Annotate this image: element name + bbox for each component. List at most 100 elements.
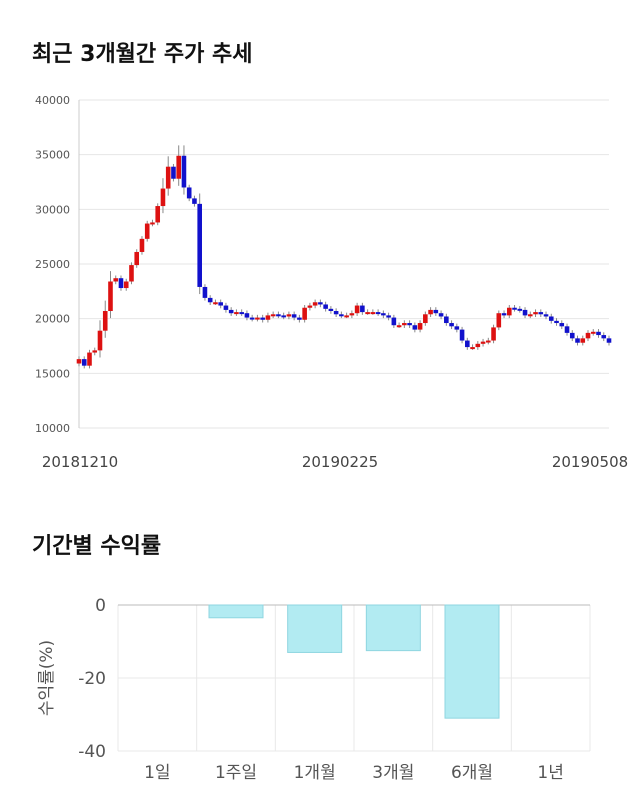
candle-body: [333, 311, 339, 315]
candle-body: [108, 281, 113, 312]
candle-body: [281, 315, 286, 318]
y-tick-label: 40000: [35, 94, 70, 107]
candle-body: [417, 323, 423, 330]
candle-body: [444, 316, 449, 324]
candle-body: [386, 315, 391, 318]
candle-body: [564, 326, 570, 333]
candle-body: [76, 359, 82, 364]
price-trend-title: 최근 3개월간 주가 추세: [32, 42, 253, 67]
candle-body: [207, 297, 213, 303]
candle-body: [260, 317, 265, 320]
candle-body: [118, 278, 124, 289]
candle-body: [543, 314, 549, 317]
candle-body: [171, 166, 176, 179]
candle-body: [575, 338, 580, 343]
candle-body: [87, 352, 92, 366]
candle-body: [228, 309, 234, 314]
candle-body: [92, 350, 98, 353]
candle-body: [375, 312, 381, 315]
candle-body: [102, 311, 108, 331]
candle-body: [150, 222, 155, 225]
candle-body: [134, 251, 140, 266]
x-tick-label: 20190508: [552, 453, 628, 471]
candle-body: [291, 314, 297, 318]
candle-body: [176, 155, 182, 179]
candle-body: [370, 312, 376, 315]
candle-body: [354, 305, 360, 314]
candle-body: [391, 317, 397, 326]
x-tick-label: 20190225: [302, 453, 378, 471]
candle-body: [344, 315, 349, 318]
y-tick-label: 15000: [35, 367, 70, 380]
candle-body: [522, 309, 528, 316]
candle-body: [255, 317, 260, 320]
candle-body: [312, 302, 318, 306]
candle-body: [548, 316, 554, 321]
x-tick-label: 20181210: [42, 453, 118, 471]
candle-body: [486, 340, 491, 343]
candle-body: [307, 305, 313, 308]
x-tick-label: 6개월: [451, 763, 493, 783]
candle-body: [428, 309, 433, 315]
candle-body: [302, 307, 307, 320]
candle-body: [365, 312, 370, 315]
candle-body: [496, 313, 502, 328]
candle-body: [360, 305, 365, 313]
candle-body: [527, 314, 533, 317]
candle-body: [239, 312, 244, 315]
return-title: 기간별 수익률: [32, 534, 162, 559]
candle-body: [381, 313, 386, 316]
candle-body: [412, 325, 418, 330]
candle-body: [580, 338, 586, 343]
return-bar: [208, 604, 264, 619]
candle-body: [475, 343, 481, 348]
candle-body: [297, 317, 302, 320]
candle-body: [349, 313, 355, 316]
candle-body: [192, 198, 197, 204]
return-bar: [365, 604, 421, 652]
candle-body: [113, 278, 119, 282]
candle-body: [465, 340, 470, 348]
price-trend-chart: 10000 15000 20000 25000 30000 35000 40000 20181…: [35, 94, 628, 471]
candle-body: [223, 305, 229, 310]
y-tick-label: 0: [95, 596, 106, 616]
candle-body: [213, 302, 218, 305]
y-tick-label: 35000: [35, 149, 70, 162]
x-tick-label: 1주일: [215, 763, 257, 783]
y-tick-label: 20000: [35, 313, 70, 326]
candle-body: [81, 359, 87, 366]
candle-body: [533, 312, 538, 315]
candle-body: [559, 323, 565, 327]
y-tick-label: -20: [78, 669, 106, 689]
candle-body: [323, 304, 328, 309]
candle-body: [144, 223, 150, 239]
candle-body: [506, 307, 512, 316]
candle-body: [270, 314, 276, 317]
candle-body: [276, 314, 281, 317]
candle-body: [501, 313, 507, 316]
candle-body: [318, 302, 323, 305]
candle-body: [129, 265, 134, 282]
candle-body: [538, 312, 544, 315]
candle-body: [218, 302, 223, 306]
y-tick-label: 10000: [35, 422, 70, 435]
candle-body: [165, 166, 171, 189]
candle-body: [265, 315, 271, 320]
candle-body: [328, 308, 334, 312]
candle-body: [601, 335, 607, 339]
y-tick-label: 30000: [35, 203, 70, 216]
candle-body: [155, 206, 161, 223]
candle-body: [491, 327, 496, 341]
candle-body: [480, 341, 486, 344]
candle-body: [244, 313, 250, 318]
candle-body: [449, 323, 454, 327]
candle-body: [402, 323, 407, 326]
x-tick-label: 1개월: [294, 763, 336, 783]
candle-body: [234, 312, 239, 315]
candle-body: [606, 338, 612, 343]
candle-body: [470, 347, 475, 350]
candle-body: [407, 323, 412, 326]
candle-body: [286, 314, 292, 317]
return-bar: [287, 604, 343, 653]
